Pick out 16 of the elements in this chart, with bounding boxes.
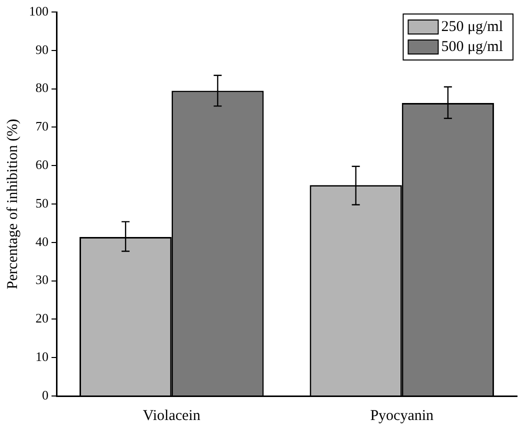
- y-tick-label: 20: [36, 310, 48, 326]
- y-tick-label: 40: [36, 234, 48, 249]
- y-tick-label: 0: [42, 387, 48, 402]
- y-tick-label: 10: [36, 349, 48, 364]
- y-axis-title: Percentage of inhibition (%): [4, 118, 21, 290]
- y-tick-label: 30: [36, 272, 48, 288]
- y-tick-label: 50: [36, 195, 48, 210]
- y-tick-label: 100: [29, 3, 48, 18]
- legend-label: 250 μg/ml: [441, 18, 503, 35]
- x-tick-label: Pyocyanin: [370, 408, 434, 424]
- y-tick-label: 90: [36, 42, 48, 57]
- y-tick-label: 80: [36, 80, 48, 96]
- x-tick-label: Violacein: [142, 408, 201, 424]
- legend-label: 500 μg/ml: [441, 38, 503, 55]
- y-tick-label: 70: [36, 118, 48, 134]
- y-tick-label: 60: [36, 157, 48, 172]
